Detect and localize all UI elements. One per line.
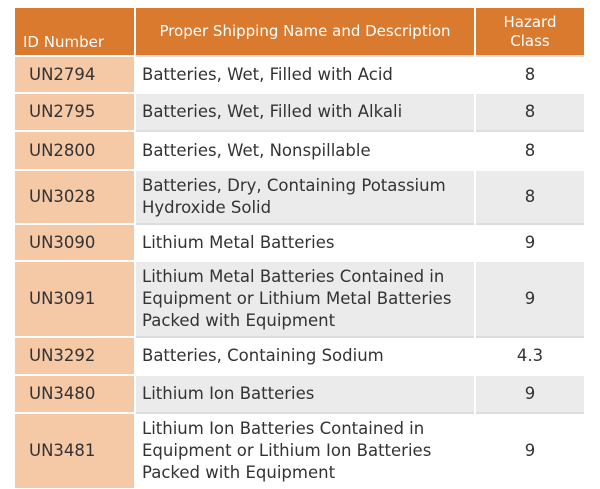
table-row: UN2794 Batteries, Wet, Filled with Acid 8 xyxy=(15,55,586,93)
table-cell: 8 xyxy=(475,92,586,131)
table-cell: Batteries, Dry, Containing Potassium Hyd… xyxy=(135,169,476,224)
table-row: UN3090 Lithium Metal Batteries 9 xyxy=(15,223,586,261)
table-row: UN3028 Batteries, Dry, Containing Potassi… xyxy=(15,169,586,224)
hazmat-table: ID Number Proper Shipping Name and Descr… xyxy=(15,8,586,488)
table-row: UN3480 Lithium Ion Batteries 9 xyxy=(15,374,586,413)
table-cell: UN3028 xyxy=(15,169,136,224)
table-cell: UN2794 xyxy=(15,55,136,93)
table-cell: Lithium Ion Batteries xyxy=(135,374,476,413)
table-cell: UN3480 xyxy=(15,374,136,413)
table-cell: 9 xyxy=(475,223,586,261)
table-cell: 9 xyxy=(475,412,586,488)
table-cell: UN3091 xyxy=(15,260,136,337)
table-cell: Batteries, Wet, Filled with Alkali xyxy=(135,92,476,131)
table-row: UN2800 Batteries, Wet, Nonspillable 8 xyxy=(15,130,586,170)
table-cell: Batteries, Containing Sodium xyxy=(135,336,476,375)
header-cell: ID Number xyxy=(15,8,136,56)
table-cell: Lithium Ion Batteries Contained in Equip… xyxy=(135,412,476,488)
table-cell: UN3292 xyxy=(15,336,136,375)
table-row: UN3091 Lithium Metal Batteries Contained … xyxy=(15,260,586,337)
table-body: UN2794 Batteries, Wet, Filled with Acid 8 U… xyxy=(15,55,586,488)
table-cell: 8 xyxy=(475,130,586,170)
header-row: ID Number Proper Shipping Name and Descr… xyxy=(15,8,586,56)
table-cell: 9 xyxy=(475,374,586,413)
table-cell: 9 xyxy=(475,260,586,337)
header-cell: Proper Shipping Name and Description xyxy=(135,8,476,56)
table-cell: UN3481 xyxy=(15,412,136,488)
table-cell: 4.3 xyxy=(475,336,586,375)
table-row: UN3292 Batteries, Containing Sodium 4.3 xyxy=(15,336,586,375)
table-cell: UN3090 xyxy=(15,223,136,261)
table-cell: Batteries, Wet, Nonspillable xyxy=(135,130,476,170)
table-cell: Lithium Metal Batteries Contained in Equ… xyxy=(135,260,476,337)
table-row: UN3481 Lithium Ion Batteries Contained in… xyxy=(15,412,586,488)
table-cell: 8 xyxy=(475,55,586,93)
table-cell: Batteries, Wet, Filled with Acid xyxy=(135,55,476,93)
table-row: UN2795 Batteries, Wet, Filled with Alkali… xyxy=(15,92,586,131)
table-cell: 8 xyxy=(475,169,586,224)
table-cell: UN2800 xyxy=(15,130,136,170)
header-cell: Hazard Class xyxy=(475,8,586,56)
table-cell: UN2795 xyxy=(15,92,136,131)
table-cell: Lithium Metal Batteries xyxy=(135,223,476,261)
